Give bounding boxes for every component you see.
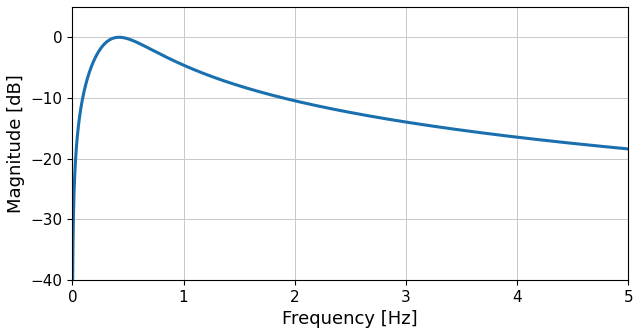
Y-axis label: Magnitude [dB]: Magnitude [dB]: [7, 74, 25, 213]
X-axis label: Frequency [Hz]: Frequency [Hz]: [282, 310, 418, 328]
